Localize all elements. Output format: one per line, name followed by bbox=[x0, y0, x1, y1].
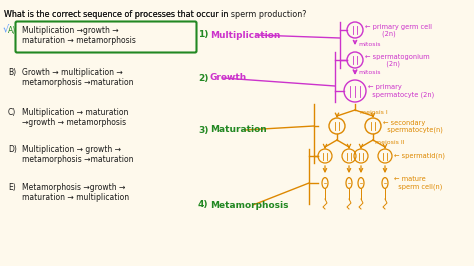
Text: mitosis: mitosis bbox=[358, 41, 381, 47]
Text: spermatocyte (2n): spermatocyte (2n) bbox=[368, 92, 434, 98]
Text: Multiplication: Multiplication bbox=[210, 31, 281, 39]
Text: ← spermatid(n): ← spermatid(n) bbox=[394, 153, 445, 159]
Text: (2n): (2n) bbox=[365, 61, 400, 67]
Text: meiosis I: meiosis I bbox=[360, 110, 388, 114]
Text: Multiplication → maturation
→growth → metamorphosis: Multiplication → maturation →growth → me… bbox=[22, 108, 128, 127]
Text: E): E) bbox=[8, 183, 16, 192]
Text: B): B) bbox=[8, 68, 16, 77]
Text: Growth → multiplication →
metamorphosis →maturation: Growth → multiplication → metamorphosis … bbox=[22, 68, 134, 88]
Text: √: √ bbox=[3, 24, 9, 34]
Text: 1): 1) bbox=[198, 31, 209, 39]
Text: C): C) bbox=[8, 108, 16, 117]
Text: 3): 3) bbox=[198, 126, 209, 135]
Text: Multiplication → growth →
metamorphosis →maturation: Multiplication → growth → metamorphosis … bbox=[22, 145, 134, 164]
Text: Growth: Growth bbox=[210, 73, 247, 82]
Text: ← secondary: ← secondary bbox=[383, 120, 425, 126]
Text: ← mature: ← mature bbox=[394, 176, 426, 182]
Text: ← primary germ cell: ← primary germ cell bbox=[365, 24, 432, 30]
Text: What is the correct sequence of processes that occur in: What is the correct sequence of processe… bbox=[4, 10, 231, 19]
Text: meiosis II: meiosis II bbox=[375, 139, 405, 144]
Text: Multiplication →growth →
maturation → metamorphosis: Multiplication →growth → maturation → me… bbox=[22, 26, 136, 45]
Text: ← spermatogonium: ← spermatogonium bbox=[365, 54, 429, 60]
Text: Metamorphosis →growth →
maturation → multiplication: Metamorphosis →growth → maturation → mul… bbox=[22, 183, 129, 202]
Text: A): A) bbox=[8, 26, 16, 35]
Text: 2): 2) bbox=[198, 73, 209, 82]
Text: sperm cell(n): sperm cell(n) bbox=[394, 184, 442, 190]
Text: Maturation: Maturation bbox=[210, 126, 267, 135]
Text: (2n): (2n) bbox=[365, 31, 396, 37]
Text: 4): 4) bbox=[198, 201, 209, 210]
Text: What is the correct sequence of processes that occur in sperm production?: What is the correct sequence of processe… bbox=[4, 10, 307, 19]
Text: ← primary: ← primary bbox=[368, 84, 402, 90]
Text: D): D) bbox=[8, 145, 17, 154]
Text: spermatocyte(n): spermatocyte(n) bbox=[383, 127, 443, 133]
Text: mitosis: mitosis bbox=[358, 70, 381, 76]
Text: Metamorphosis: Metamorphosis bbox=[210, 201, 289, 210]
